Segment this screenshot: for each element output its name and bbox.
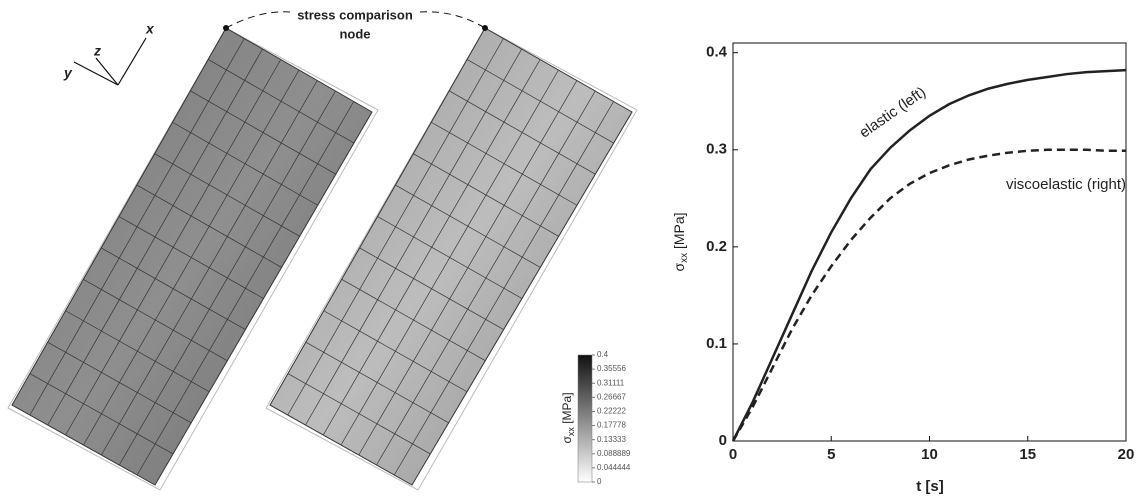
x-tick-label: 5: [827, 446, 835, 463]
x-tick-label: 20: [1118, 446, 1135, 463]
y-label: σxx [MPa]: [671, 212, 690, 271]
line: [733, 150, 1126, 441]
line: [733, 70, 1126, 441]
series-label: elastic (left): [856, 84, 929, 142]
colorbar-tick-label: 0: [597, 477, 602, 486]
axis-z: z: [93, 43, 101, 59]
annotation: node: [339, 26, 370, 41]
plot-frame: [733, 43, 1126, 441]
y-tick-label: 0: [719, 432, 727, 449]
colorbar-tick-label: 0.17778: [597, 421, 626, 430]
y-tick-label: 0.3: [706, 141, 727, 158]
figure: stress comparison node x z y σxx [MPa] t…: [0, 0, 1137, 497]
colorbar-tick-label: 0.044444: [597, 463, 631, 472]
colorbar-tick-label: 0.22222: [597, 407, 626, 416]
colorbar-tick-label: 0.4: [597, 350, 609, 359]
x-tick-label: 0: [729, 446, 737, 463]
colorbar-label: σxx [MPa]: [560, 392, 576, 443]
colorbar: [578, 355, 592, 482]
y-tick-label: 0.1: [706, 335, 727, 352]
x-label: t [s]: [916, 478, 944, 495]
annotation: stress comparison: [297, 7, 413, 22]
colorbar-tick-label: 0.088889: [597, 449, 631, 458]
x-tick-label: 15: [1019, 446, 1036, 463]
y-tick-label: 0.2: [706, 238, 727, 255]
axis-x: x: [145, 21, 155, 37]
axis-y: y: [63, 65, 73, 81]
colorbar-tick-label: 0.35556: [597, 364, 626, 373]
colorbar-tick-label: 0.26667: [597, 392, 626, 401]
x-tick-label: 10: [921, 446, 938, 463]
colorbar-tick-label: 0.13333: [597, 435, 626, 444]
y-tick-label: 0.4: [706, 44, 728, 61]
series-label: viscoelastic (right): [1006, 176, 1126, 193]
colorbar-tick-label: 0.31111: [597, 378, 625, 387]
triad: [74, 38, 146, 85]
node: [482, 25, 488, 31]
